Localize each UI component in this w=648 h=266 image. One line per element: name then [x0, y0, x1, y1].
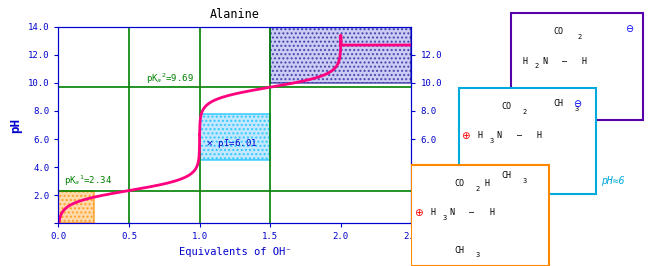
- Text: 2: 2: [476, 186, 480, 192]
- Bar: [58, 190, 93, 223]
- Text: CO: CO: [454, 179, 464, 188]
- Text: 2: 2: [523, 109, 527, 115]
- Bar: [411, 165, 549, 266]
- Text: 2: 2: [535, 64, 538, 69]
- Text: CO: CO: [502, 102, 511, 111]
- Text: pK$_a$$^1$=2.34: pK$_a$$^1$=2.34: [64, 173, 112, 188]
- Text: ⊖: ⊖: [573, 99, 581, 109]
- Text: H: H: [489, 208, 494, 217]
- Text: N: N: [496, 131, 502, 140]
- Text: 3: 3: [476, 252, 480, 258]
- Text: CH: CH: [454, 246, 464, 255]
- Title: Alanine: Alanine: [210, 8, 260, 21]
- Text: H: H: [537, 131, 542, 140]
- Text: CO: CO: [553, 27, 563, 36]
- Text: 3: 3: [523, 178, 527, 184]
- Text: CH: CH: [502, 171, 511, 180]
- X-axis label: Equivalents of OH⁻: Equivalents of OH⁻: [179, 247, 291, 257]
- Text: —: —: [562, 57, 566, 66]
- Text: CH: CH: [553, 99, 563, 108]
- Text: 3: 3: [489, 138, 494, 144]
- Text: H: H: [485, 179, 490, 188]
- Bar: [511, 13, 643, 120]
- Text: H: H: [478, 131, 483, 140]
- Text: 3: 3: [442, 215, 446, 221]
- Text: ⊖: ⊖: [625, 24, 633, 34]
- Text: —: —: [516, 131, 522, 140]
- Text: H: H: [523, 57, 527, 66]
- Bar: [200, 114, 270, 160]
- Text: N: N: [543, 57, 548, 66]
- Text: ⊕: ⊕: [414, 208, 422, 218]
- Bar: [459, 88, 596, 194]
- Text: $\times$ pI=6.01: $\times$ pI=6.01: [205, 137, 257, 150]
- Text: 2: 2: [577, 34, 581, 40]
- Bar: [270, 27, 411, 83]
- Y-axis label: pH: pH: [9, 118, 22, 132]
- Text: pK$_a$$^2$=9.69: pK$_a$$^2$=9.69: [146, 71, 194, 86]
- Text: N: N: [449, 208, 454, 217]
- Text: ⊕: ⊕: [461, 131, 470, 141]
- Text: —: —: [469, 208, 474, 217]
- Text: H: H: [582, 57, 587, 66]
- Text: pH≈6: pH≈6: [601, 176, 624, 186]
- Text: H: H: [430, 208, 435, 217]
- Text: 3: 3: [575, 106, 579, 112]
